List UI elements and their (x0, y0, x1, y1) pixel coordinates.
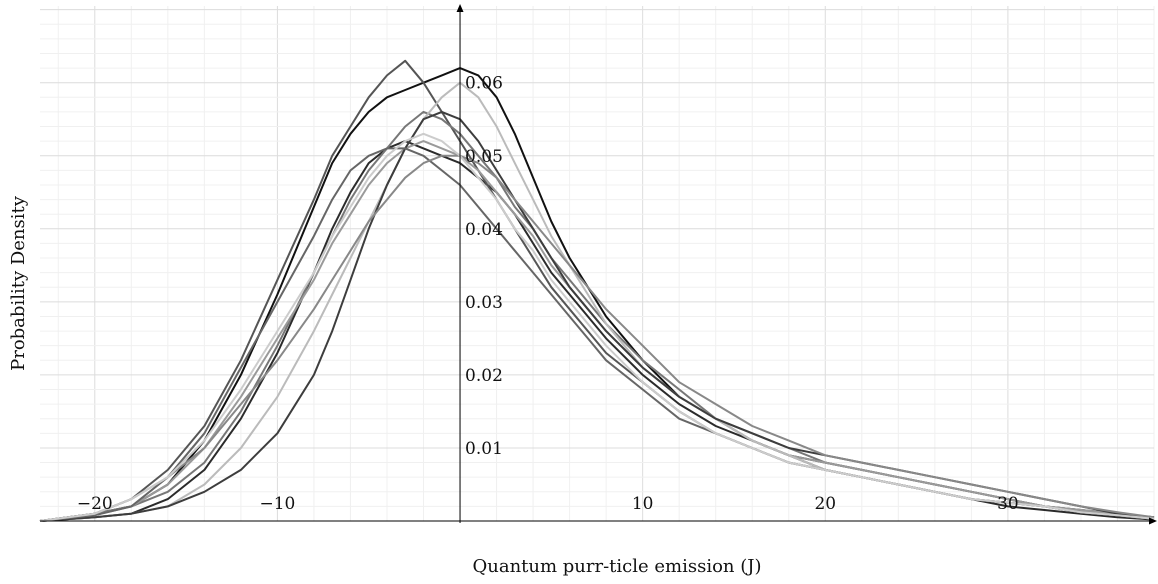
y-axis-label: Probability Density (8, 195, 29, 371)
y-tick-label: 0.05 (465, 147, 503, 167)
x-tick-label: 30 (997, 494, 1019, 514)
x-axis-label: Quantum purr-ticle emission (J) (472, 556, 761, 577)
axes (40, 4, 1157, 525)
series-line-1 (39, 67, 1155, 522)
series-line-5 (39, 140, 1155, 522)
x-tick-label: −10 (259, 494, 295, 514)
series-layer (39, 59, 1155, 522)
x-tick-label: 10 (632, 494, 654, 514)
y-axis-arrow (456, 4, 464, 12)
x-axis-arrow (1149, 517, 1157, 525)
series-line-3 (39, 59, 1155, 522)
y-tick-label: 0.03 (465, 293, 503, 313)
y-tick-label: 0.04 (465, 220, 503, 240)
series-line-9 (39, 154, 1155, 522)
y-tick-label: 0.06 (465, 74, 503, 94)
x-tick-label: 20 (814, 494, 836, 514)
tick-labels: −20 −10 10 20 30 0.01 0.02 0.03 0.04 0.05 0.06 (77, 74, 1019, 514)
y-tick-label: 0.02 (465, 366, 503, 386)
series-line-10 (39, 132, 1155, 522)
x-tick-label: −20 (77, 494, 113, 514)
y-tick-label: 0.01 (465, 439, 503, 459)
